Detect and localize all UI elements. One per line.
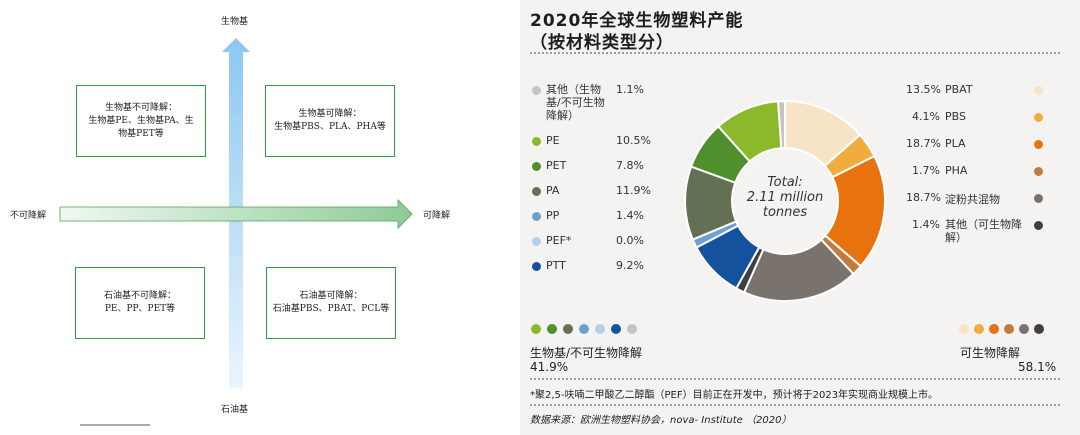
legend-swatch — [1034, 167, 1043, 176]
quadrant-box-petro-nondegradable: 石油基不可降解： PE、PP、PET等 — [75, 267, 205, 339]
quadrant-box-petro-degradable: 石油基可降解： 石油基PBS、PBAT、PCL等 — [266, 267, 396, 339]
box-title: 生物基不可降解： — [104, 102, 177, 113]
legend-swatch — [532, 187, 541, 196]
legend-value: 9.2% — [616, 259, 644, 272]
biobased-swatch-row — [531, 324, 637, 334]
source-divider — [530, 404, 1060, 406]
box-title: 生物基可降解： — [298, 109, 362, 119]
legend-label: PEF* — [546, 234, 572, 247]
legend-swatch — [532, 86, 541, 95]
legend-swatch — [532, 162, 541, 171]
source-note: 数据来源：欧洲生物塑料协会，nova- Institute （2020） — [530, 415, 792, 426]
legend-label: PE — [546, 134, 560, 147]
legend-value: 1.4% — [912, 218, 940, 231]
legend-label: PHA — [945, 164, 968, 177]
legend-label: PBAT — [945, 83, 973, 96]
legend-swatch — [532, 212, 541, 221]
legend-value: 1.7% — [912, 164, 940, 177]
legend-label: PTT — [546, 259, 566, 272]
legend-swatch — [1034, 140, 1043, 149]
legend-value: 18.7% — [906, 191, 941, 204]
legend-label: PP — [546, 209, 560, 222]
donut-center-total: Total: 2.11 million tonnes — [725, 175, 845, 220]
legend-swatch — [1034, 194, 1043, 203]
legend-swatch — [1034, 113, 1043, 122]
group-right-value: 58.1% — [1018, 360, 1057, 374]
legend-value: 4.1% — [912, 110, 940, 123]
donut-chart — [684, 99, 886, 302]
legend-value: 10.5% — [616, 134, 651, 147]
legend-value: 11.9% — [616, 184, 651, 197]
legend-swatch — [532, 237, 541, 246]
legend-value: 1.4% — [616, 209, 644, 222]
box-line: 生物基PBS、PLA、PHA等 — [274, 122, 386, 132]
left-axis-label: 不可降解 — [10, 211, 47, 221]
footnote: *聚2,5-呋喃二甲酸乙二醇酯（PEF）目前正在开发中，预计将于2023年实现商… — [530, 390, 939, 401]
title-divider — [530, 52, 1060, 54]
legend-value: 1.1% — [616, 83, 644, 96]
legend-label: 其他（可生物降解） — [945, 218, 1022, 244]
box-line: 石油基PBS、PBAT、PCL等 — [272, 304, 390, 314]
quadrant-box-biobased-nondegradable: 生物基不可降解： 生物基PE、生物基PA、生 物基PET等 — [76, 85, 206, 157]
legend-label: PA — [546, 184, 560, 197]
donut-slice-其他（生物基/不可生物降解） — [777, 99, 786, 150]
legend-label: 其他（生物基/不可生物降解） — [546, 83, 605, 122]
total-label: Total: — [767, 175, 803, 190]
legend-swatch — [1034, 86, 1043, 95]
legend-label: PBS — [945, 110, 966, 123]
box-line: PE、PP、PET等 — [104, 304, 176, 314]
box-line: 生物基PE、生物基PA、生 — [88, 115, 194, 126]
legend-swatch — [532, 137, 541, 146]
bioplastics-infographic: 2020年全球生物塑料产能 （按材料类型分） Total: 2.11 milli… — [520, 0, 1080, 435]
legend-swatch — [1034, 221, 1043, 230]
right-axis-label: 可降解 — [423, 211, 451, 221]
group-left-value: 41.9% — [530, 360, 569, 374]
quadrant-diagram: 生物基 石油基 不可降解 可降解 生物基不可降解： 生物基PE、生物基PA、生 … — [0, 0, 450, 435]
bottom-axis-label: 石油基 — [221, 405, 249, 415]
biodegradable-swatch-row — [959, 324, 1044, 334]
box-title: 石油基不可降解： — [103, 291, 176, 301]
legend-value: 7.8% — [616, 159, 644, 172]
box-line: 物基PET等 — [118, 128, 164, 139]
chart-title-line1: 2020年全球生物塑料产能 — [530, 11, 744, 31]
group-right-label: 可生物降解 — [960, 346, 1021, 360]
total-value: 2.11 million — [746, 190, 824, 205]
legend-value: 0.0% — [616, 234, 644, 247]
quadrant-axes — [59, 38, 413, 426]
legend-label: 淀粉共混物 — [945, 193, 1000, 206]
legend-label: PET — [546, 159, 567, 172]
top-axis-label: 生物基 — [221, 17, 249, 27]
legend-value: 18.7% — [906, 137, 941, 150]
box-title: 石油基可降解： — [299, 291, 363, 301]
total-unit: tonnes — [762, 205, 808, 220]
chart-title-line2: （按材料类型分） — [530, 33, 674, 53]
legend-value: 13.5% — [906, 83, 941, 96]
horizontal-arrow — [59, 199, 413, 229]
group-left-label: 生物基/不可生物降解 — [530, 346, 643, 360]
quadrant-box-biobased-degradable: 生物基可降解： 生物基PBS、PLA、PHA等 — [265, 85, 395, 157]
legend-swatch — [532, 262, 541, 271]
footnote-divider — [530, 378, 1060, 380]
legend-label: PLA — [945, 137, 966, 150]
